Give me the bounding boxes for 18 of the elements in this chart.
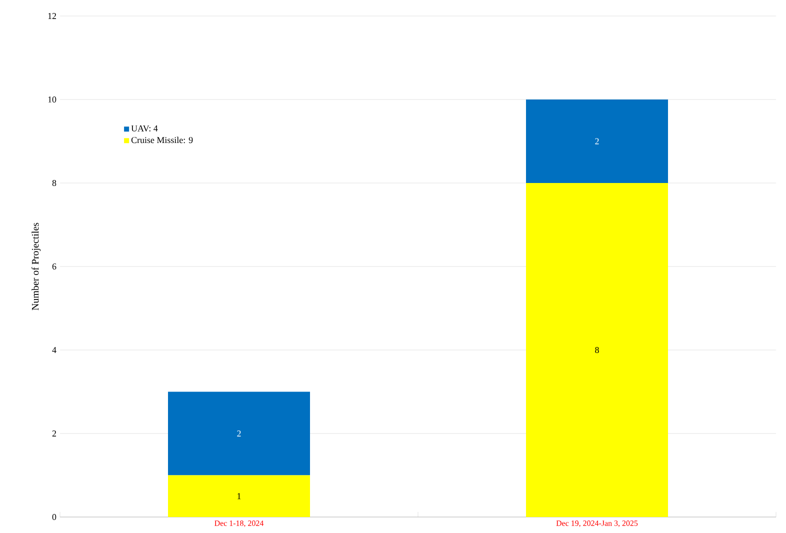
data-label: 8 (595, 346, 599, 354)
legend-label: Cruise Missile: 9 (131, 136, 193, 144)
data-label: 2 (595, 138, 599, 144)
y-tick-label: 10 (48, 96, 56, 103)
bar (526, 182, 668, 517)
y-tick-label: 4 (52, 347, 56, 353)
y-tick-label: 0 (52, 514, 56, 520)
legend-label: UAV: 4 (131, 125, 158, 132)
y-tick-label: 8 (52, 180, 56, 186)
y-tick-label: 12 (48, 13, 56, 19)
bar (526, 99, 668, 183)
bar (168, 475, 310, 517)
bar (168, 392, 310, 476)
data-label: 1 (238, 493, 241, 500)
data-label: 2 (237, 430, 241, 436)
y-axis-title: Number of Projectiles (32, 222, 41, 310)
y-tick-label: 6 (52, 263, 56, 270)
y-tick-label: 2 (52, 430, 56, 436)
